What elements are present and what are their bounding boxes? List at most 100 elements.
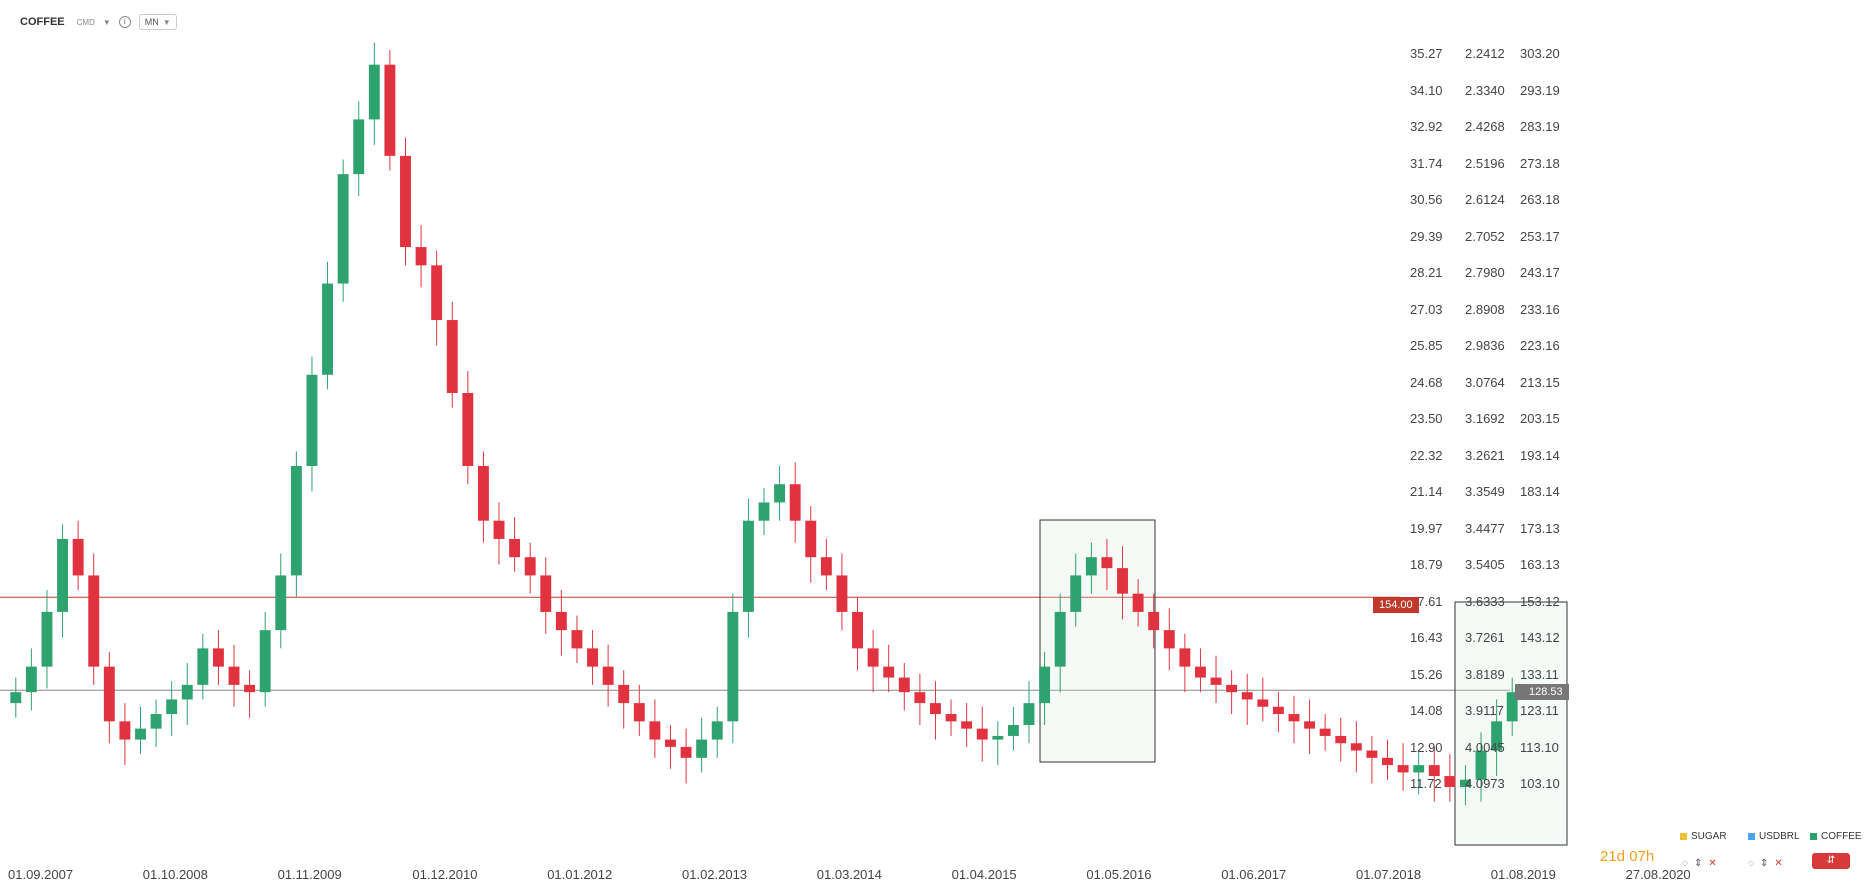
candle[interactable]	[400, 137, 411, 266]
candle[interactable]	[852, 597, 863, 671]
candle[interactable]	[1288, 695, 1300, 744]
candle[interactable]	[555, 590, 567, 656]
close-icon[interactable]: ✕	[1708, 858, 1717, 869]
candle[interactable]	[1413, 750, 1425, 795]
candle[interactable]	[1132, 579, 1144, 627]
candle[interactable]	[1444, 754, 1456, 802]
candle[interactable]	[259, 611, 271, 707]
candle[interactable]	[867, 630, 879, 693]
candle[interactable]	[1210, 655, 1222, 704]
candle[interactable]	[618, 670, 630, 729]
candle[interactable]	[337, 159, 349, 302]
candle[interactable]	[1491, 699, 1503, 777]
candle[interactable]	[602, 644, 614, 707]
candle[interactable]	[1304, 699, 1316, 755]
candle[interactable]	[150, 699, 162, 747]
candle[interactable]	[1428, 746, 1440, 802]
candle[interactable]	[57, 524, 69, 638]
legend-coffee[interactable]: COFFEE	[1810, 831, 1862, 842]
candle[interactable]	[275, 553, 287, 649]
candle[interactable]	[1023, 681, 1035, 744]
candle[interactable]	[789, 462, 801, 543]
close-icon[interactable]: ✕	[1774, 858, 1783, 869]
highlight-box[interactable]	[1454, 601, 1568, 846]
symbol-label[interactable]: COFFEE	[20, 16, 65, 28]
candle[interactable]	[976, 706, 988, 762]
candle[interactable]	[1226, 670, 1238, 715]
candle[interactable]	[228, 644, 240, 707]
candle[interactable]	[212, 630, 224, 685]
candle[interactable]	[166, 681, 178, 736]
candle[interactable]	[135, 706, 146, 755]
info-icon[interactable]: i	[118, 16, 131, 28]
candle[interactable]	[431, 250, 443, 346]
candle[interactable]	[1039, 652, 1051, 725]
candle[interactable]	[774, 465, 786, 521]
candle[interactable]	[1117, 546, 1128, 620]
legend-sugar[interactable]: SUGAR	[1680, 831, 1727, 842]
candle[interactable]	[1194, 648, 1206, 693]
candle[interactable]	[509, 517, 521, 572]
candle[interactable]	[1350, 721, 1362, 773]
candle[interactable]	[384, 50, 396, 171]
candle[interactable]	[820, 538, 832, 591]
candle[interactable]	[930, 681, 941, 740]
candle[interactable]	[1163, 608, 1175, 671]
candle[interactable]	[181, 662, 193, 725]
eye-icon[interactable]: ◌	[1748, 858, 1754, 869]
candle[interactable]	[696, 717, 708, 773]
candle[interactable]	[571, 615, 583, 663]
candle[interactable]	[244, 670, 256, 718]
candle[interactable]	[1007, 706, 1019, 751]
candle[interactable]	[1366, 735, 1378, 784]
candle[interactable]	[1506, 677, 1518, 736]
candle[interactable]	[1459, 765, 1471, 806]
candle[interactable]	[945, 699, 957, 736]
candle[interactable]	[1335, 717, 1347, 762]
candle[interactable]	[477, 451, 489, 543]
candle[interactable]	[1382, 739, 1393, 780]
candle[interactable]	[415, 225, 427, 288]
candle[interactable]	[898, 662, 910, 711]
candle[interactable]	[1070, 553, 1082, 627]
candle[interactable]	[306, 356, 318, 492]
candle[interactable]	[25, 648, 37, 711]
candle[interactable]	[649, 699, 661, 758]
candle[interactable]	[836, 553, 848, 631]
candle[interactable]	[680, 728, 692, 784]
candle[interactable]	[914, 673, 926, 725]
candle[interactable]	[1397, 743, 1409, 791]
candle[interactable]	[727, 593, 739, 744]
candle[interactable]	[1241, 673, 1253, 725]
candle[interactable]	[1179, 633, 1191, 693]
move-icon[interactable]: ⇕	[1759, 858, 1769, 869]
candle[interactable]	[462, 371, 474, 485]
candle[interactable]	[524, 542, 536, 594]
candle[interactable]	[290, 451, 302, 598]
candle[interactable]	[1148, 593, 1160, 649]
candle[interactable]	[883, 644, 895, 693]
candle[interactable]	[197, 633, 209, 700]
candle[interactable]	[1085, 542, 1097, 594]
candle[interactable]	[493, 502, 505, 565]
chevron-down-icon[interactable]: ▼	[102, 17, 111, 27]
candle[interactable]	[758, 487, 770, 536]
candle[interactable]	[1319, 714, 1331, 751]
candle[interactable]	[368, 42, 380, 145]
move-icon[interactable]: ⇕	[1693, 858, 1703, 869]
candle[interactable]	[41, 590, 53, 689]
candle[interactable]	[353, 101, 365, 197]
eye-icon[interactable]: ◌	[1682, 858, 1688, 869]
candle[interactable]	[665, 724, 676, 769]
legend-usdbrl[interactable]: USDBRL	[1748, 831, 1800, 842]
candle[interactable]	[961, 703, 973, 747]
candle[interactable]	[119, 703, 131, 766]
candle[interactable]	[711, 706, 723, 758]
candle[interactable]	[322, 261, 334, 390]
candle[interactable]	[992, 721, 1004, 766]
candle[interactable]	[72, 520, 84, 591]
candle[interactable]	[1475, 732, 1487, 802]
candle[interactable]	[540, 557, 552, 634]
active-instrument-button[interactable]: ⇵	[1812, 853, 1850, 869]
candle[interactable]	[446, 301, 458, 408]
